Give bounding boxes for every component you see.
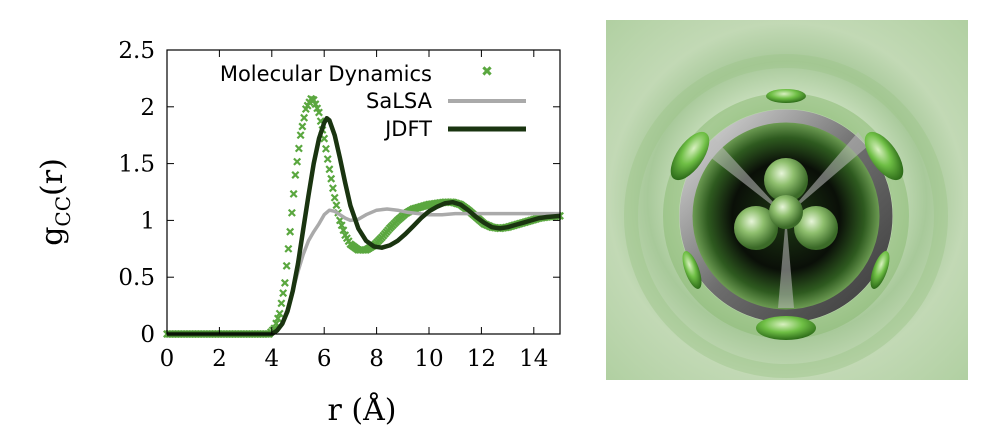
md-point (284, 244, 293, 253)
legend: Molecular Dynamics ✖ SaLSA JDFT (220, 62, 526, 141)
viz-atom-left (734, 206, 778, 250)
viz-spoke-3 (778, 216, 794, 308)
viz-lobe-upper-right (864, 131, 904, 181)
x-tick-label: 2 (212, 346, 227, 372)
md-point (337, 221, 346, 230)
md-point (275, 309, 284, 318)
legend-label-md: Molecular Dynamics (220, 62, 432, 86)
y-tick-label: 0 (140, 322, 155, 348)
x-tick-label: 10 (414, 346, 443, 372)
molecule-density-visualization (606, 20, 968, 380)
y-tick-label: 0.5 (118, 265, 155, 291)
md-point (277, 299, 286, 308)
viz-lobe-upper-left (670, 131, 710, 181)
md-point (339, 226, 348, 235)
md-point (327, 174, 336, 183)
md-point (280, 278, 289, 287)
plot-frame (166, 49, 561, 335)
md-point (328, 184, 337, 193)
legend-label-salsa: SaLSA (366, 89, 433, 113)
plot-area (163, 94, 564, 338)
svg-text:gCC(r): gCC(r) (35, 158, 75, 246)
y-axis-title-sub: CC (51, 196, 75, 227)
md-point (325, 165, 334, 174)
y-axis-title-main: g (35, 227, 70, 246)
viz-lobe-bottom (756, 316, 816, 340)
y-tick-label: 1 (140, 208, 155, 234)
viz-atom-top (764, 158, 808, 202)
md-point (294, 144, 303, 153)
x-axis-title: r (Å) (328, 392, 397, 428)
viz-atom-right (794, 206, 838, 250)
axes: 0 2 4 6 8 10 12 14 0 0.5 1 1.5 2 2.5 (118, 38, 561, 372)
md-point (313, 104, 322, 113)
x-tick-label: 4 (264, 346, 279, 372)
viz-spoke-1 (701, 138, 786, 216)
y-axis-title: gCC(r) (35, 158, 75, 246)
md-point (293, 157, 302, 166)
md-point (273, 314, 282, 323)
md-point (300, 113, 309, 122)
viz-outer-halo (624, 54, 948, 378)
md-point (298, 122, 307, 131)
md-point (323, 155, 332, 164)
md-point (335, 216, 344, 225)
md-point (320, 134, 329, 143)
md-point (289, 189, 298, 198)
viz-spoke-2 (786, 132, 868, 216)
md-point (279, 289, 288, 298)
md-point (296, 131, 305, 140)
md-point (311, 100, 320, 109)
md-point (286, 227, 295, 236)
legend-marker-md: ✖ (481, 64, 493, 80)
viz-atom-center (769, 195, 803, 229)
viz-lobe-left (682, 251, 702, 289)
x-tick-label: 14 (519, 346, 548, 372)
y-tick-label: 2.5 (118, 38, 155, 64)
md-point (332, 201, 341, 210)
viz-lobe-right (870, 251, 890, 289)
y-axis-title-tail: (r) (35, 158, 70, 196)
x-tick-label: 6 (317, 346, 332, 372)
md-point (282, 261, 291, 270)
x-tick-label: 12 (467, 346, 496, 372)
legend-label-jdft: JDFT (383, 117, 432, 141)
series-jdft-line (167, 115, 561, 337)
y-tick-label: 1.5 (118, 152, 155, 178)
md-point (321, 144, 330, 153)
md-point (309, 96, 318, 104)
x-tick-label: 0 (160, 346, 175, 372)
md-point (291, 170, 300, 179)
y-tick-label: 2 (140, 95, 155, 121)
x-tick-label: 8 (369, 346, 384, 372)
md-point (314, 108, 323, 117)
md-point (287, 208, 296, 217)
md-point (330, 193, 339, 202)
viz-lobe-top (766, 89, 806, 103)
